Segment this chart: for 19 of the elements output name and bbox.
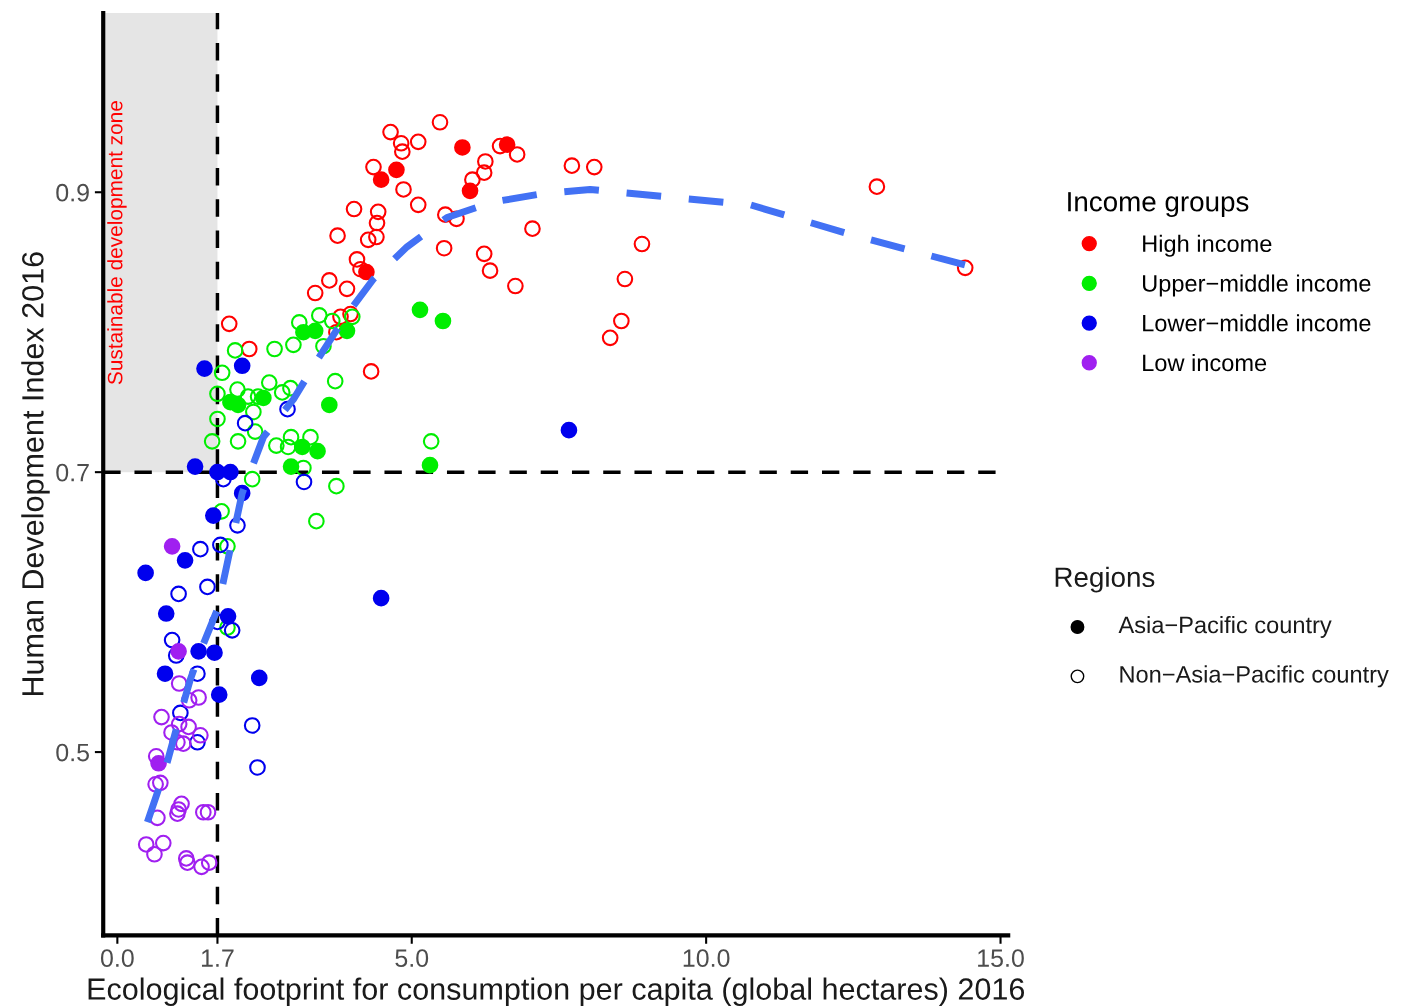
legend-label: Lower−middle income <box>1143 314 1371 332</box>
text: Asia−Pacific country <box>1118 615 1332 638</box>
y-tick-label: 0.7 <box>56 463 89 482</box>
y-axis-title: Human Development Index 2016 <box>21 252 50 696</box>
band-label: Sustainable development zone <box>107 101 127 385</box>
legend-title: Income groups <box>1068 192 1249 218</box>
text: Regions <box>1055 566 1155 593</box>
x-tick-label: 0.0 <box>100 949 134 967</box>
legend-label: Upper−middle income <box>1143 274 1371 297</box>
legend-label: High income <box>1143 234 1272 257</box>
x-axis-title: Ecological footprint for consumption per capita (global hectares) 2016 <box>88 977 1025 1006</box>
legend-label: Low income <box>1143 353 1267 372</box>
x-tick-label: 10.0 <box>683 949 730 967</box>
text: Non−Asia−Pacific country <box>1120 665 1389 688</box>
y-tick-label: 0.9 <box>56 183 89 202</box>
x-tick-label: 5.0 <box>395 949 429 967</box>
x-tick-label: 15.0 <box>978 949 1024 967</box>
x-tick-label: 1.7 <box>201 949 234 967</box>
y-tick-label: 0.5 <box>56 743 89 762</box>
